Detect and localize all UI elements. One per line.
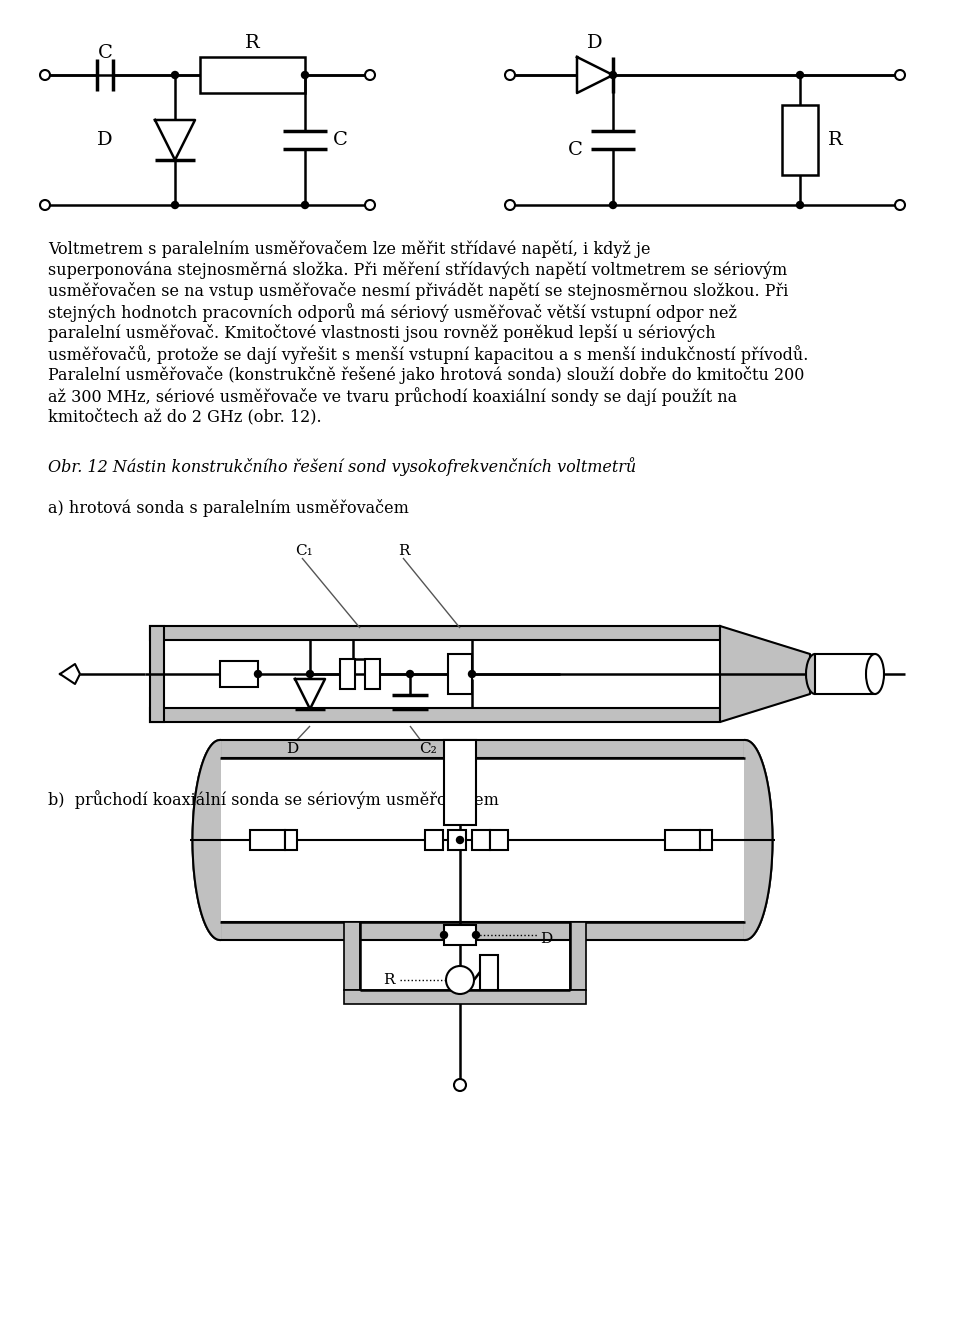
Text: R: R bbox=[245, 34, 259, 52]
Circle shape bbox=[172, 201, 179, 208]
Circle shape bbox=[365, 70, 375, 80]
Polygon shape bbox=[193, 740, 220, 940]
Text: stejných hodnotch pracovních odporů má sériový usměřovač větší vstupní odpor než: stejných hodnotch pracovních odporů má s… bbox=[48, 303, 737, 322]
Text: C: C bbox=[333, 131, 348, 149]
Circle shape bbox=[454, 1080, 466, 1092]
Circle shape bbox=[365, 200, 375, 211]
Circle shape bbox=[40, 200, 50, 211]
Circle shape bbox=[457, 837, 464, 843]
Polygon shape bbox=[295, 679, 325, 709]
Circle shape bbox=[406, 670, 414, 677]
Text: Voltmetrem s paralelním usměřovačem lze měřit střídavé napětí, i když je: Voltmetrem s paralelním usměřovačem lze … bbox=[48, 240, 651, 257]
Polygon shape bbox=[60, 664, 80, 684]
Bar bbox=[285, 830, 297, 850]
Bar bbox=[448, 654, 472, 695]
Circle shape bbox=[895, 70, 905, 80]
Polygon shape bbox=[745, 740, 773, 940]
Bar bbox=[700, 830, 712, 850]
Circle shape bbox=[468, 670, 475, 677]
Bar bbox=[815, 654, 875, 695]
Bar bbox=[150, 626, 164, 721]
Text: až 300 MHz, sériové usměřovače ve tvaru průchodí koaxiální sondy se dají použít : až 300 MHz, sériové usměřovače ve tvaru … bbox=[48, 388, 737, 406]
Bar bbox=[340, 658, 355, 689]
Text: b)  průchodí koaxiální sonda se sériovým usměřovačem: b) průchodí koaxiální sonda se sériovým … bbox=[48, 790, 499, 809]
Text: Paralelní usměřovače (konstrukčně řešené jako hrotová sonda) slouží dobře do kmi: Paralelní usměřovače (konstrukčně řešené… bbox=[48, 366, 804, 384]
Text: paralelní usměřovač. Kmitočtové vlastnosti jsou rovněž pонěkud lepší u sériových: paralelní usměřovač. Kmitočtové vlastnos… bbox=[48, 325, 715, 342]
Circle shape bbox=[301, 201, 308, 208]
Circle shape bbox=[306, 670, 314, 677]
Circle shape bbox=[610, 71, 616, 79]
Bar bbox=[150, 626, 720, 640]
Circle shape bbox=[301, 71, 308, 79]
Bar bbox=[250, 830, 285, 850]
Ellipse shape bbox=[806, 654, 824, 695]
Circle shape bbox=[172, 71, 179, 79]
Bar bbox=[444, 925, 476, 945]
Text: C₁: C₁ bbox=[295, 544, 313, 558]
Text: R: R bbox=[398, 544, 410, 558]
Polygon shape bbox=[577, 58, 613, 93]
Text: usměřovačen se na vstup usměřovače nesmí přivádět napětí se stejnosměrnou složko: usměřovačen se na vstup usměřovače nesmí… bbox=[48, 282, 788, 300]
Circle shape bbox=[472, 932, 479, 939]
Bar bbox=[570, 923, 586, 990]
Bar bbox=[448, 830, 466, 850]
Circle shape bbox=[254, 670, 261, 677]
Bar bbox=[220, 740, 745, 758]
Circle shape bbox=[610, 201, 616, 208]
Bar bbox=[425, 830, 443, 850]
Ellipse shape bbox=[866, 654, 884, 695]
Bar bbox=[150, 708, 720, 721]
Circle shape bbox=[895, 200, 905, 211]
Polygon shape bbox=[155, 119, 195, 160]
Text: C: C bbox=[568, 141, 583, 160]
Circle shape bbox=[797, 201, 804, 208]
Circle shape bbox=[441, 932, 447, 939]
Circle shape bbox=[40, 70, 50, 80]
Text: D: D bbox=[286, 742, 299, 756]
Bar bbox=[344, 923, 360, 990]
Text: D: D bbox=[588, 34, 603, 52]
Bar bbox=[365, 658, 380, 689]
Circle shape bbox=[797, 71, 804, 79]
Bar bbox=[782, 105, 818, 174]
Bar bbox=[200, 58, 305, 93]
Bar bbox=[472, 830, 490, 850]
Text: D: D bbox=[97, 131, 113, 149]
Bar bbox=[444, 740, 476, 825]
Text: C: C bbox=[98, 44, 112, 62]
Text: C₂: C₂ bbox=[420, 742, 437, 756]
Bar bbox=[665, 830, 700, 850]
Text: superponována stejnosměrná složka. Při měření střídavých napětí voltmetrem se sé: superponována stejnosměrná složka. Při m… bbox=[48, 261, 787, 279]
Circle shape bbox=[446, 966, 474, 994]
Bar bbox=[480, 955, 498, 990]
Text: R: R bbox=[828, 131, 843, 149]
Text: D: D bbox=[540, 932, 552, 945]
Text: R: R bbox=[383, 974, 395, 987]
Circle shape bbox=[505, 200, 515, 211]
Bar bbox=[490, 830, 508, 850]
Text: Obr. 12 Nástin konstrukčního řešení sond vysokofrekvenčních voltmetrů: Obr. 12 Nástin konstrukčního řešení sond… bbox=[48, 457, 636, 476]
Text: usměřovačů, protože se dají vyřešit s menší vstupní kapacitou a s menší indukčno: usměřovačů, protože se dají vyřešit s me… bbox=[48, 345, 808, 363]
Text: a) hrotová sonda s paralelním usměřovačem: a) hrotová sonda s paralelním usměřovače… bbox=[48, 499, 409, 518]
Bar bbox=[344, 990, 586, 1004]
Bar bbox=[220, 923, 745, 940]
Bar bbox=[220, 661, 258, 687]
Text: kmitočtech až do 2 GHz (obr. 12).: kmitočtech až do 2 GHz (obr. 12). bbox=[48, 408, 322, 425]
Polygon shape bbox=[720, 626, 810, 721]
Circle shape bbox=[505, 70, 515, 80]
